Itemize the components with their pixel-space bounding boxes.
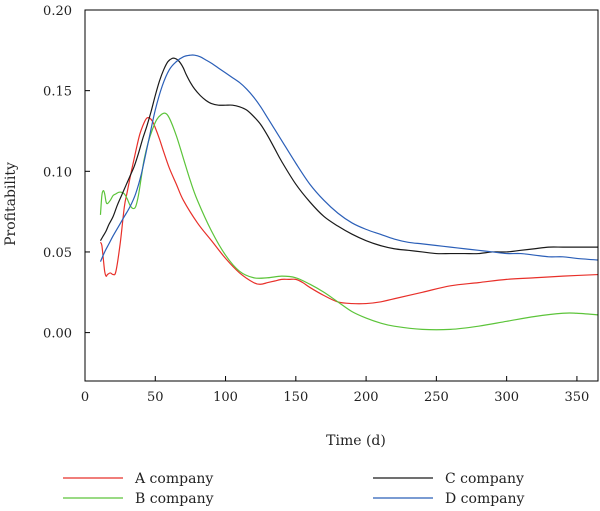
x-tick-label: 200 (354, 390, 379, 405)
y-axis-title: Profitability (3, 162, 19, 246)
plot-frame (84, 9, 599, 382)
series-line-3 (99, 57, 598, 255)
legend-label: A company (134, 471, 213, 487)
x-tick-label: 350 (565, 390, 590, 405)
series-line-1 (99, 116, 598, 305)
y-axis-ticks: 0.00 0.05 0.10 0.15 0.20 (43, 4, 90, 342)
x-tick-label: 100 (213, 390, 238, 405)
legend: A company B company C company D company (63, 471, 525, 507)
legend-label: D company (445, 491, 525, 507)
x-tick-label: 50 (147, 390, 164, 405)
x-tick-label: 0 (81, 390, 89, 405)
x-axis-title: Time (d) (326, 433, 386, 449)
x-tick-label: 250 (424, 390, 449, 405)
x-tick-label: 150 (283, 390, 308, 405)
legend-label: C company (445, 471, 524, 487)
y-tick-label: 0.00 (43, 327, 72, 342)
y-tick-label: 0.20 (43, 4, 72, 19)
y-tick-label: 0.15 (43, 85, 72, 100)
x-tick-label: 300 (494, 390, 519, 405)
x-axis-ticks: 0 50 100 150 200 250 300 350 (81, 376, 589, 405)
series-line-2 (99, 112, 598, 331)
plot-lines (99, 54, 598, 331)
y-tick-label: 0.10 (43, 165, 72, 180)
legend-label: B company (135, 491, 214, 507)
y-tick-label: 0.05 (43, 246, 72, 261)
series-line-4 (99, 54, 598, 262)
